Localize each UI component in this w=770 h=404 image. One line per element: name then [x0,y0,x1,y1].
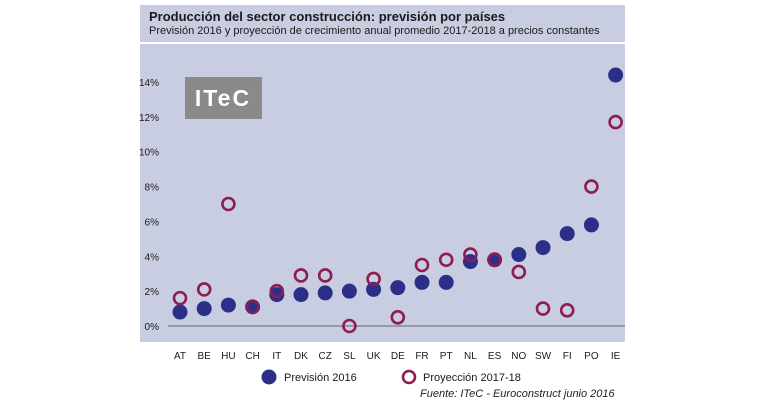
source-note: Fuente: ITeC - Euroconstruct junio 2016 [420,388,615,400]
point-proyeccion-SL [342,318,357,334]
logo-text: ITeC [195,85,251,111]
chart-subtitle: Previsión 2016 y proyección de crecimien… [149,25,600,37]
x-tick-label: BE [198,351,212,362]
point-proyeccion-CZ [317,268,333,283]
x-tick-label: PT [440,351,453,362]
x-tick-label: FR [415,351,428,362]
legend-label-proyeccion: Proyección 2017-18 [423,372,521,384]
x-tick-label: NO [511,351,526,362]
x-tick-label: UK [367,351,381,362]
point-prevision-HU [220,297,236,313]
x-tick-label: ES [488,351,502,362]
point-prevision-FI [559,226,575,242]
point-proyeccion-DE [390,309,406,325]
chart-header: Producción del sector construcción: prev… [140,5,625,42]
point-prevision-PO [583,217,599,233]
point-proyeccion-HU [221,196,236,212]
y-axis: 0% 2% 4% 6% 8% 10% 12% 14% [139,78,159,333]
legend: Previsión 2016 Proyección 2017-18 [261,369,521,385]
y-tick-label: 6% [145,217,160,228]
chart-title: Producción del sector construcción: prev… [149,9,506,24]
x-tick-label: IE [611,351,621,362]
legend-marker-prevision [261,369,277,385]
point-proyeccion-SW [535,301,551,316]
point-prevision-BE [196,301,212,317]
point-proyeccion-AT [172,290,188,306]
point-prevision-AT [172,304,188,320]
y-tick-label: 10% [139,148,159,159]
y-tick-label: 2% [145,287,160,298]
y-tick-label: 0% [145,322,160,333]
point-prevision-IE [608,67,624,83]
point-proyeccion-NO [511,264,527,280]
y-tick-label: 14% [139,78,159,89]
point-prevision-SW [535,240,551,256]
x-tick-label: CH [245,351,259,362]
point-proyeccion-BE [196,282,212,297]
x-tick-label: PO [584,351,599,362]
y-tick-label: 4% [145,252,160,263]
itec-logo: ITeC [185,77,262,119]
logo-box [185,77,262,119]
point-prevision-FR [414,274,430,290]
point-proyeccion-PO [584,179,599,194]
x-tick-label: HU [221,351,235,362]
x-tick-label: NL [464,351,477,362]
x-tick-label: CZ [319,351,332,362]
legend-label-prevision: Previsión 2016 [284,372,357,384]
legend-marker-proyeccion [401,369,417,385]
point-prevision-NO [511,247,527,263]
x-axis: AT BE HU CH IT DK CZ SL UK DE FR PT NL ES NO SW FI PO IE [174,351,621,362]
point-proyeccion-DK [293,268,309,283]
point-prevision-PT [438,274,454,290]
point-proyeccion-NL [463,247,478,262]
y-tick-label: 8% [145,183,160,194]
x-tick-label: AT [174,351,186,362]
series-proyeccion-2017-18 [172,114,623,334]
point-prevision-UK [366,281,382,297]
point-proyeccion-UK [366,271,381,287]
point-proyeccion-IE [608,114,623,130]
point-proyeccion-IT [269,283,285,299]
point-prevision-DE [390,280,406,296]
point-prevision-IT [269,287,285,303]
y-tick-label: 12% [139,113,159,124]
point-proyeccion-CH [245,299,260,315]
x-tick-label: DE [391,351,405,362]
point-prevision-DK [293,287,309,303]
x-tick-label: FI [563,351,572,362]
x-tick-label: SL [343,351,356,362]
point-proyeccion-FR [414,257,430,273]
x-tick-label: SW [535,351,552,362]
point-prevision-SL [341,283,357,299]
point-prevision-CZ [317,285,333,301]
point-proyeccion-ES [487,252,502,268]
point-proyeccion-PT [438,252,454,268]
point-proyeccion-FI [559,303,575,318]
x-tick-label: DK [294,351,308,362]
x-tick-label: IT [272,351,281,362]
series-prevision-2016 [172,67,624,320]
